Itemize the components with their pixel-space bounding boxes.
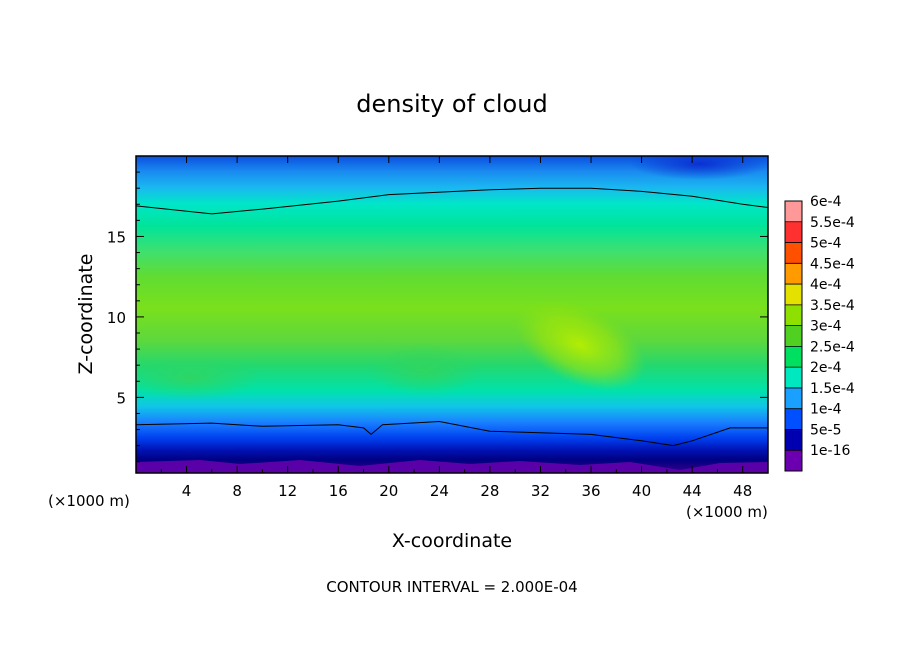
x-tick-label: 24: [430, 482, 449, 500]
x-tick-label: 12: [278, 482, 297, 500]
y-axis-label: Z-coordinate: [75, 254, 97, 375]
colorbar-swatch: [785, 263, 802, 285]
colorbar-swatch: [785, 284, 802, 306]
colorbar-label: 6e-4: [810, 194, 842, 210]
colorbar-label: 4.5e-4: [810, 256, 855, 272]
x-tick-label: 20: [379, 482, 398, 500]
bottom-purple-fringe: [136, 460, 768, 473]
x-tick-label: 16: [329, 482, 348, 500]
colorbar-label: 2e-4: [810, 360, 842, 376]
colorbar-swatch: [785, 408, 802, 430]
heatmap-field: [136, 156, 768, 473]
colorbar-swatch: [785, 221, 802, 244]
contour-line: [136, 420, 768, 447]
top-right-dense-blue: [630, 156, 768, 180]
x-axis-label: X-coordinate: [392, 530, 512, 552]
lower-density-hump-left: [136, 356, 260, 400]
colorbar: 6e-4 5.5e-4 5e-4 4.5e-4 4e-4 3.5e-4 3e-4 2.5e-4…: [784, 194, 855, 472]
colorbar-label: 5e-5: [810, 422, 841, 438]
colorbar-label: 1e-4: [810, 402, 842, 418]
x-axis: 4 8 12 16 20 24 28 32 36 40 44 48: [160, 156, 752, 500]
colorbar-swatch: [785, 325, 802, 347]
colorbar-swatch: [785, 201, 802, 223]
lower-density-hump-right: [370, 344, 480, 396]
y-tick-label: 5: [116, 389, 126, 407]
x-tick-label: 40: [632, 482, 651, 500]
colorbar-label: 3e-4: [810, 319, 842, 335]
contour-lines: [136, 187, 768, 447]
x-tick-label: 8: [232, 482, 242, 500]
density-maximum-region: [514, 299, 646, 391]
x-tick-label: 48: [733, 482, 752, 500]
colorbar-label: 5.5e-4: [810, 215, 855, 231]
colorbar-label: 5e-4: [810, 236, 842, 252]
x-tick-label: 32: [531, 482, 550, 500]
colorbar-swatch: [785, 450, 802, 472]
x-tick-label: 36: [581, 482, 600, 500]
y-tick-label: 10: [107, 309, 126, 327]
colorbar-swatch: [785, 304, 802, 327]
colorbar-swatch: [785, 429, 802, 451]
colorbar-label: 2.5e-4: [810, 339, 855, 355]
contour-line: [136, 187, 768, 215]
x-unit-left: (×1000 m): [48, 492, 130, 510]
colorbar-swatch: [785, 242, 802, 264]
colorbar-swatch: [785, 387, 802, 410]
heatmap-background: [136, 156, 768, 473]
colorbar-swatch: [785, 367, 802, 389]
chart-title: density of cloud: [356, 90, 547, 118]
colorbar-label: 4e-4: [810, 277, 842, 293]
plot-frame: [135, 155, 769, 474]
y-axis: 5 10 15: [107, 171, 768, 463]
contour-interval-note: CONTOUR INTERVAL = 2.000E-04: [326, 578, 577, 596]
y-tick-label: 15: [107, 228, 126, 246]
colorbar-label: 3.5e-4: [810, 298, 855, 314]
x-tick-label: 44: [683, 482, 702, 500]
colorbar-label: 1e-16: [810, 443, 850, 459]
colorbar-swatch: [785, 346, 802, 368]
x-tick-label: 28: [480, 482, 499, 500]
x-unit-right: (×1000 m): [686, 503, 768, 521]
colorbar-label: 1.5e-4: [810, 381, 855, 397]
x-tick-label: 4: [182, 482, 192, 500]
